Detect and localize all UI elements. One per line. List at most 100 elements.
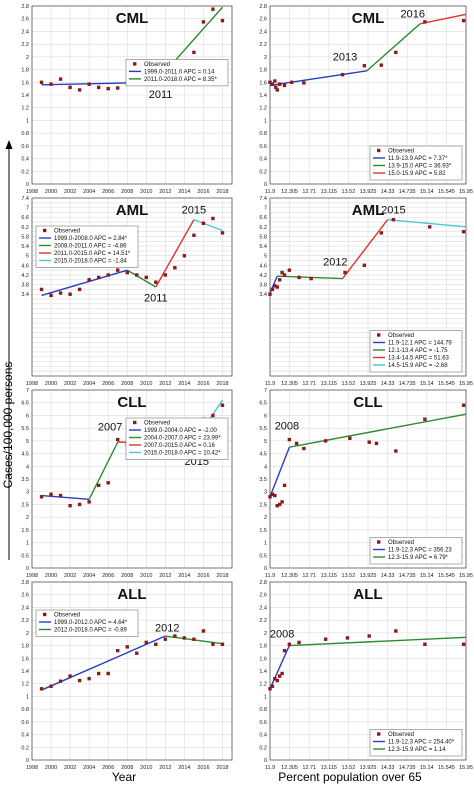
y-tick-label: 1.4 xyxy=(21,669,29,675)
y-tick-label: 2.6 xyxy=(259,593,267,599)
x-tick-label: 15.545 xyxy=(438,189,455,195)
legend-marker xyxy=(377,540,381,544)
observed-point xyxy=(290,80,294,84)
x-tick-label: 1998 xyxy=(26,765,38,771)
y-tick-label: 1.2 xyxy=(21,682,29,688)
y-tick-label: 2.4 xyxy=(259,605,267,611)
trend-segment xyxy=(41,269,128,297)
x-tick-label: 2010 xyxy=(140,573,152,579)
x-tick-label: 2004 xyxy=(83,189,95,195)
x-tick-label: 2018 xyxy=(216,573,228,579)
y-tick-label: 1.8 xyxy=(21,68,29,74)
trend-segment xyxy=(289,636,467,647)
observed-point xyxy=(461,403,466,407)
y-tick-label: 2 xyxy=(26,515,29,521)
observed-point xyxy=(58,679,63,683)
x-tick-label: 11.9 xyxy=(265,189,275,195)
x-tick-label: 2004 xyxy=(83,765,95,771)
x-tick-label: 2014 xyxy=(178,189,190,195)
legend-label: 12.3-15.9 APC = 1.14 xyxy=(388,747,446,753)
y-tick-label: 3 xyxy=(26,490,29,496)
x-tick-label: 15.95 xyxy=(459,573,473,579)
observed-point xyxy=(345,636,350,640)
observed-point xyxy=(273,284,277,288)
y-tick-label: 1.8 xyxy=(21,644,29,650)
x-tick-label: 13.52 xyxy=(342,573,356,579)
x-tick-label: 12.71 xyxy=(302,765,316,771)
y-tick-label: 0.5 xyxy=(259,553,267,559)
observed-point xyxy=(39,495,44,499)
x-tick-label: 2012 xyxy=(159,189,171,195)
observed-point xyxy=(77,678,82,683)
observed-point xyxy=(87,500,91,504)
legend: Observed 1999.0-2011.0 APC = 0.142011.0-2… xyxy=(125,59,229,87)
observed-point xyxy=(302,446,306,451)
observed-point xyxy=(277,674,282,678)
chart-aml-year: 3.4 3.8 4.2 4.6 5 5.4 5.8 6.2 6.6 7 7.4 1998 2000 200… xyxy=(21,196,233,387)
plot-border xyxy=(31,5,233,185)
y-tick-label: 4.2 xyxy=(259,273,267,279)
observed-point xyxy=(182,636,187,640)
legend-label: 14.5-15.9 APC = -2.68 xyxy=(388,363,448,369)
observed-point xyxy=(362,64,367,68)
observed-point xyxy=(144,275,148,280)
y-tick-label: 6.5 xyxy=(21,401,29,407)
y-tick-label: 7.4 xyxy=(21,196,29,202)
observed-point xyxy=(87,278,91,282)
legend-label: 2007.0-2015.0 APC = 0.16 xyxy=(144,443,216,449)
x-tick-label: 1998 xyxy=(26,189,38,195)
y-tick-label: 5 xyxy=(264,254,267,260)
trend-segment xyxy=(289,413,467,448)
year-annotation: 2008 xyxy=(270,628,294,640)
year-annotation: 2011 xyxy=(149,89,173,101)
y-tick-label: 2 xyxy=(26,631,29,637)
y-tick-label: 7 xyxy=(26,206,29,212)
y-tick-label: 2.2 xyxy=(21,42,29,48)
x-tick-label: 2018 xyxy=(216,381,228,387)
observed-point xyxy=(428,225,432,229)
y-tick-label: 5 xyxy=(264,439,267,445)
x-tick-label: 15.545 xyxy=(438,573,455,579)
observed-point xyxy=(125,270,129,275)
observed-point xyxy=(391,217,396,222)
y-tick-label: 1.6 xyxy=(21,656,29,662)
y-tick-label: 0.5 xyxy=(21,553,29,559)
legend: Observed 11.9-12.1 APC = 144.7912.1-13.4 … xyxy=(369,330,463,373)
observed-point xyxy=(163,273,168,277)
x-tick-label: 2016 xyxy=(197,765,209,771)
observed-point xyxy=(287,437,292,442)
x-tick-label: 14.33 xyxy=(381,189,395,195)
observed-point xyxy=(367,634,371,638)
observed-point xyxy=(154,280,158,284)
observed-point xyxy=(182,254,187,258)
y-tick-label: 1.2 xyxy=(259,682,267,688)
y-tick-label: 4.5 xyxy=(259,452,267,458)
observed-point xyxy=(323,637,328,641)
x-tick-label: 2000 xyxy=(45,189,57,195)
x-tick-label: 13.52 xyxy=(342,189,356,195)
y-tick-label: 5.4 xyxy=(259,244,267,250)
year-annotation: 2012 xyxy=(323,256,347,268)
observed-point xyxy=(270,684,275,688)
chart-title: CML xyxy=(116,10,149,27)
legend-label: 11.9-12.3 APC = 356.23 xyxy=(388,548,452,554)
observed-point xyxy=(461,18,466,23)
legend-marker xyxy=(133,62,137,66)
observed-point xyxy=(302,81,306,85)
legend-label: 2011.0-2015.0 APC = 14.51* xyxy=(54,251,131,257)
trend-segment xyxy=(366,23,421,72)
y-axis-title: Cases/100,000 persons xyxy=(1,362,15,489)
observed-point xyxy=(362,263,367,268)
year-annotation: 2016 xyxy=(401,8,425,20)
chart-title: ALL xyxy=(353,586,382,603)
x-tick-label: 13.925 xyxy=(360,573,377,579)
y-tick-label: 5.8 xyxy=(21,234,29,240)
observed-point xyxy=(96,483,101,488)
legend-label: 11.9-12.1 APC = 144.79 xyxy=(388,341,452,347)
y-tick-label: 0 xyxy=(26,182,29,188)
y-tick-label: 2.5 xyxy=(21,502,29,508)
observed-point xyxy=(309,276,313,281)
x-tick-label: 13.52 xyxy=(342,381,356,387)
trend-segment xyxy=(193,218,223,232)
